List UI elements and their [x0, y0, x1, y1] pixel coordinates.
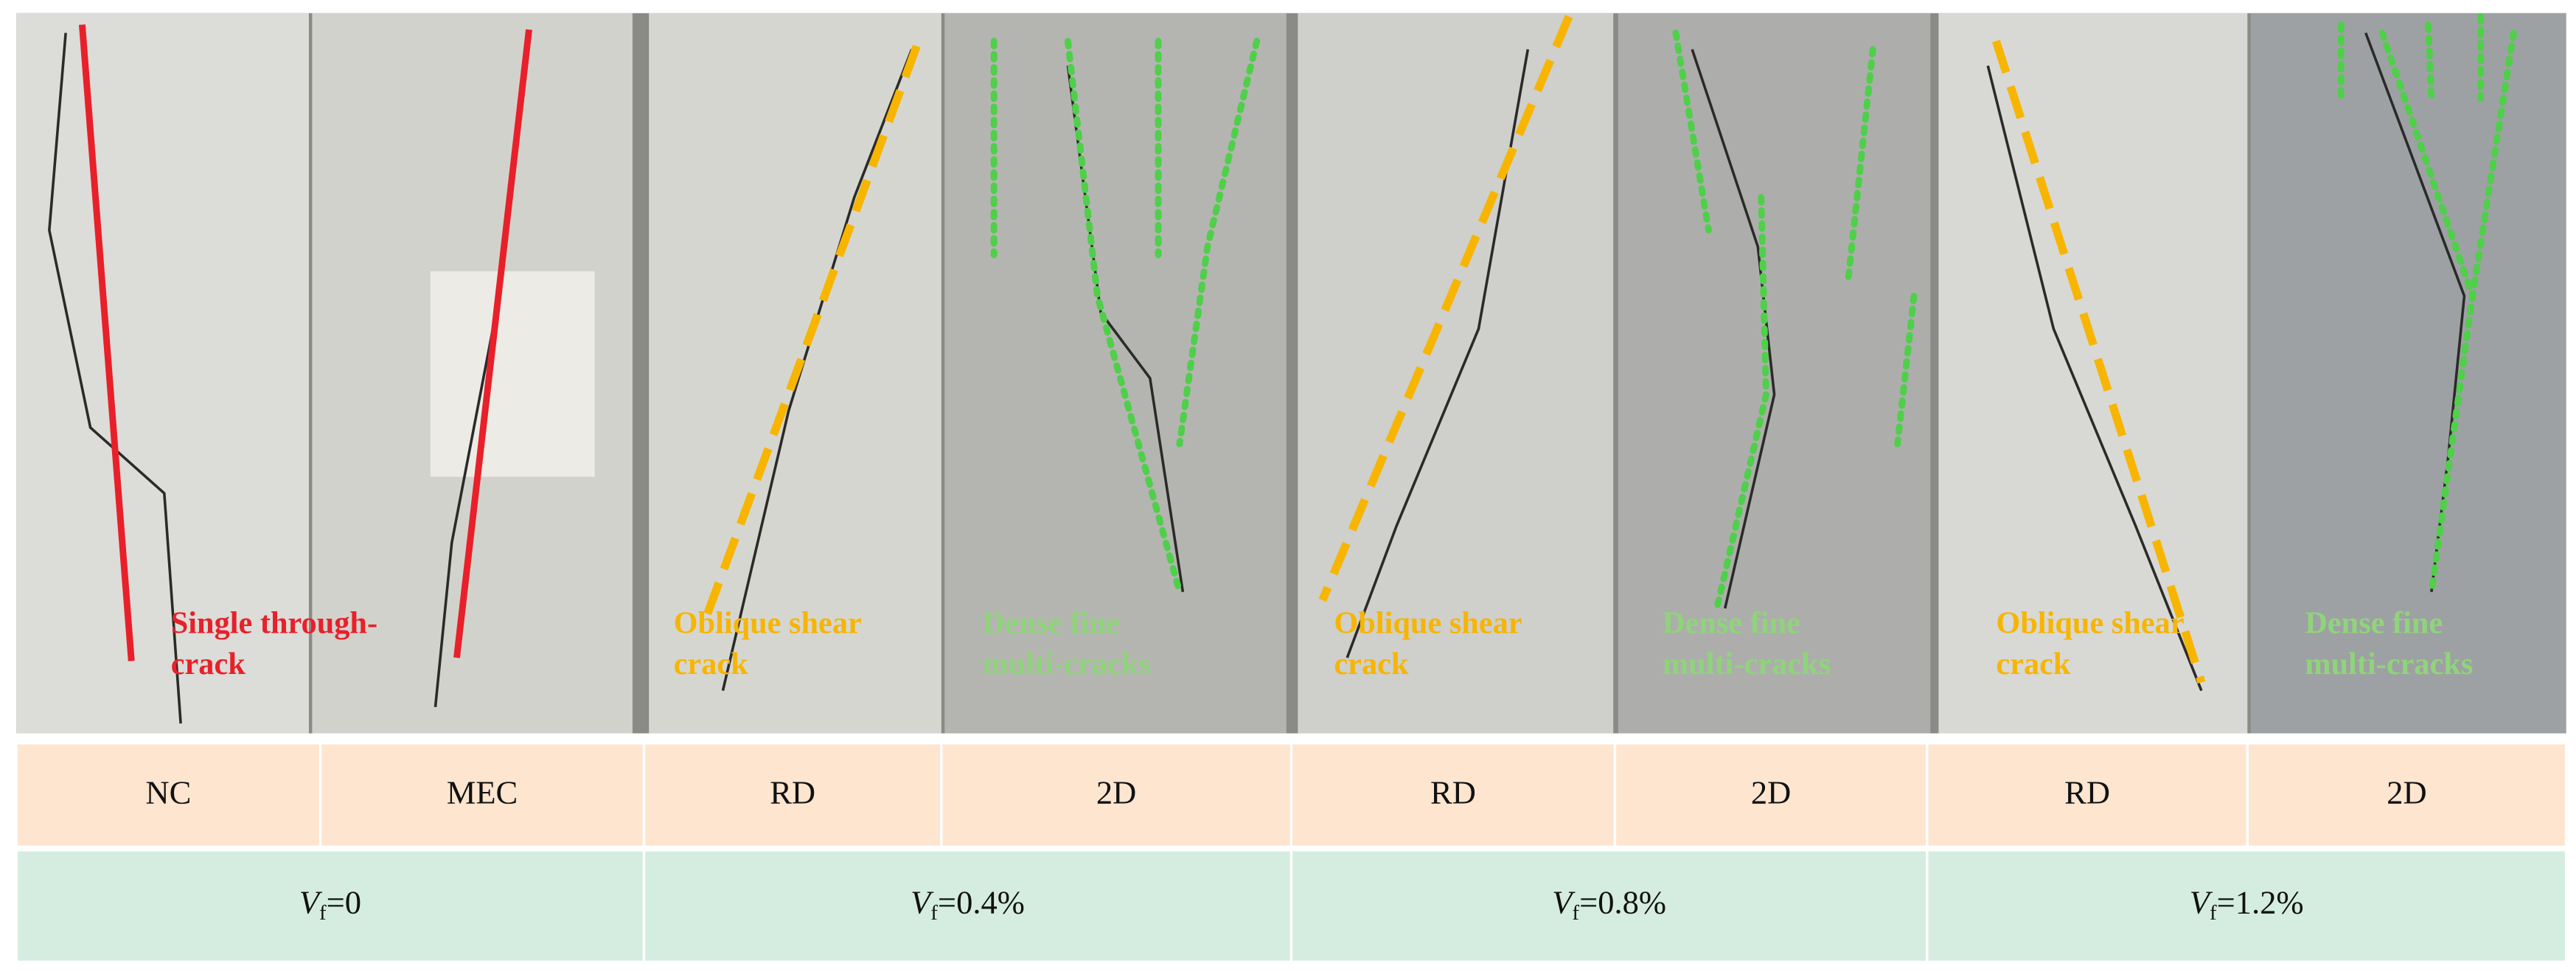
annotation-line: crack [1996, 647, 2071, 681]
annotation: Single through-crack [171, 605, 377, 681]
crack-line [1672, 29, 1712, 234]
value: =1.2% [2217, 884, 2304, 921]
subscript: f [1572, 900, 1579, 924]
crack-line [702, 44, 921, 619]
cell-text: Vf=0 [299, 884, 361, 925]
annotation-line: multi-cracks [1663, 647, 1831, 681]
subscript: f [2210, 900, 2217, 924]
crack-line [1894, 292, 1918, 448]
crack-line [78, 24, 135, 661]
crack [1346, 49, 1530, 658]
subscript: f [319, 900, 327, 924]
crack-line [2469, 29, 2517, 299]
crack-line [1713, 194, 1769, 612]
crack-line [1176, 38, 1261, 448]
crack-line [1992, 40, 2206, 684]
table-cell [1289, 742, 1617, 849]
value: =0 [327, 884, 361, 921]
annotation-line: crack [1334, 647, 1409, 681]
annotation-line: Dense fine [1663, 605, 1800, 640]
annotation-line: multi-cracks [983, 647, 1151, 681]
annotation: Dense fine multi-cracks [2305, 605, 2473, 681]
table-cell [1926, 849, 2568, 964]
cell-text: 2D [2387, 774, 2426, 810]
annotation-line: multi-cracks [2305, 647, 2473, 681]
symbol: V [1552, 884, 1576, 921]
cell-text: Vf=0.4% [911, 884, 1025, 925]
annotation-line: Oblique shear [674, 605, 862, 640]
cell-text: NC [145, 774, 191, 810]
symbol: V [911, 884, 934, 921]
annotation: Oblique shear crack [1996, 605, 2184, 681]
table-cell [1289, 849, 1929, 964]
cell-text: 2D [1096, 774, 1136, 810]
specimen-photo [1298, 13, 1614, 734]
crack-highlights [78, 13, 2517, 684]
value: =0.8% [1579, 884, 1666, 921]
annotation-line: Oblique shear [1996, 605, 2184, 640]
symbol: V [299, 884, 323, 921]
value: =0.4% [938, 884, 1025, 921]
annotation-line: Single through- [171, 605, 377, 640]
crack-line [453, 29, 532, 658]
crack [48, 32, 182, 724]
crack-line [1845, 46, 1876, 283]
cell-text: MEC [447, 774, 518, 810]
annotation-line: Dense fine [2305, 605, 2443, 640]
table-cell [2246, 742, 2568, 849]
annotation: Oblique shear crack [674, 605, 862, 681]
crack-line [2424, 21, 2435, 102]
table-cell [642, 742, 943, 849]
table-cell [1926, 742, 2249, 849]
cell-text: RD [770, 774, 815, 810]
annotation: Dense fine multi-cracks [1663, 605, 1831, 681]
annotation-line: crack [674, 647, 749, 681]
table-cell [1613, 742, 1929, 849]
crack [721, 49, 913, 691]
photo-strip: Single through-crack Oblique shear crack De… [16, 13, 2566, 734]
specimen-photo [16, 13, 309, 734]
crack-line [1064, 38, 1183, 596]
annotation: Oblique shear crack [1334, 605, 1522, 681]
cell-text: 2D [1751, 774, 1791, 810]
table-cell [15, 849, 646, 964]
specimen-photo [1938, 13, 2248, 734]
specimen-photo [944, 13, 1287, 734]
symbol: V [2190, 884, 2213, 921]
table-cell [15, 742, 322, 849]
cell-text: Vf=0.8% [1552, 884, 1666, 925]
annotation-line: crack [171, 647, 246, 681]
annotation-line: Dense fine [983, 605, 1121, 640]
cell-text: Vf=1.2% [2190, 884, 2304, 925]
annotation: Dense fine multi-cracks [983, 605, 1151, 681]
specimen-photo [1618, 13, 1931, 734]
paper-label [430, 271, 595, 477]
crack [1986, 65, 2203, 692]
cell-text: RD [2064, 774, 2110, 810]
annotation-line: Oblique shear [1334, 605, 1522, 640]
specimen-photo [2250, 13, 2566, 734]
subscript: f [930, 900, 938, 924]
crack-line [1318, 15, 1573, 602]
cell-text: RD [1430, 774, 1476, 810]
